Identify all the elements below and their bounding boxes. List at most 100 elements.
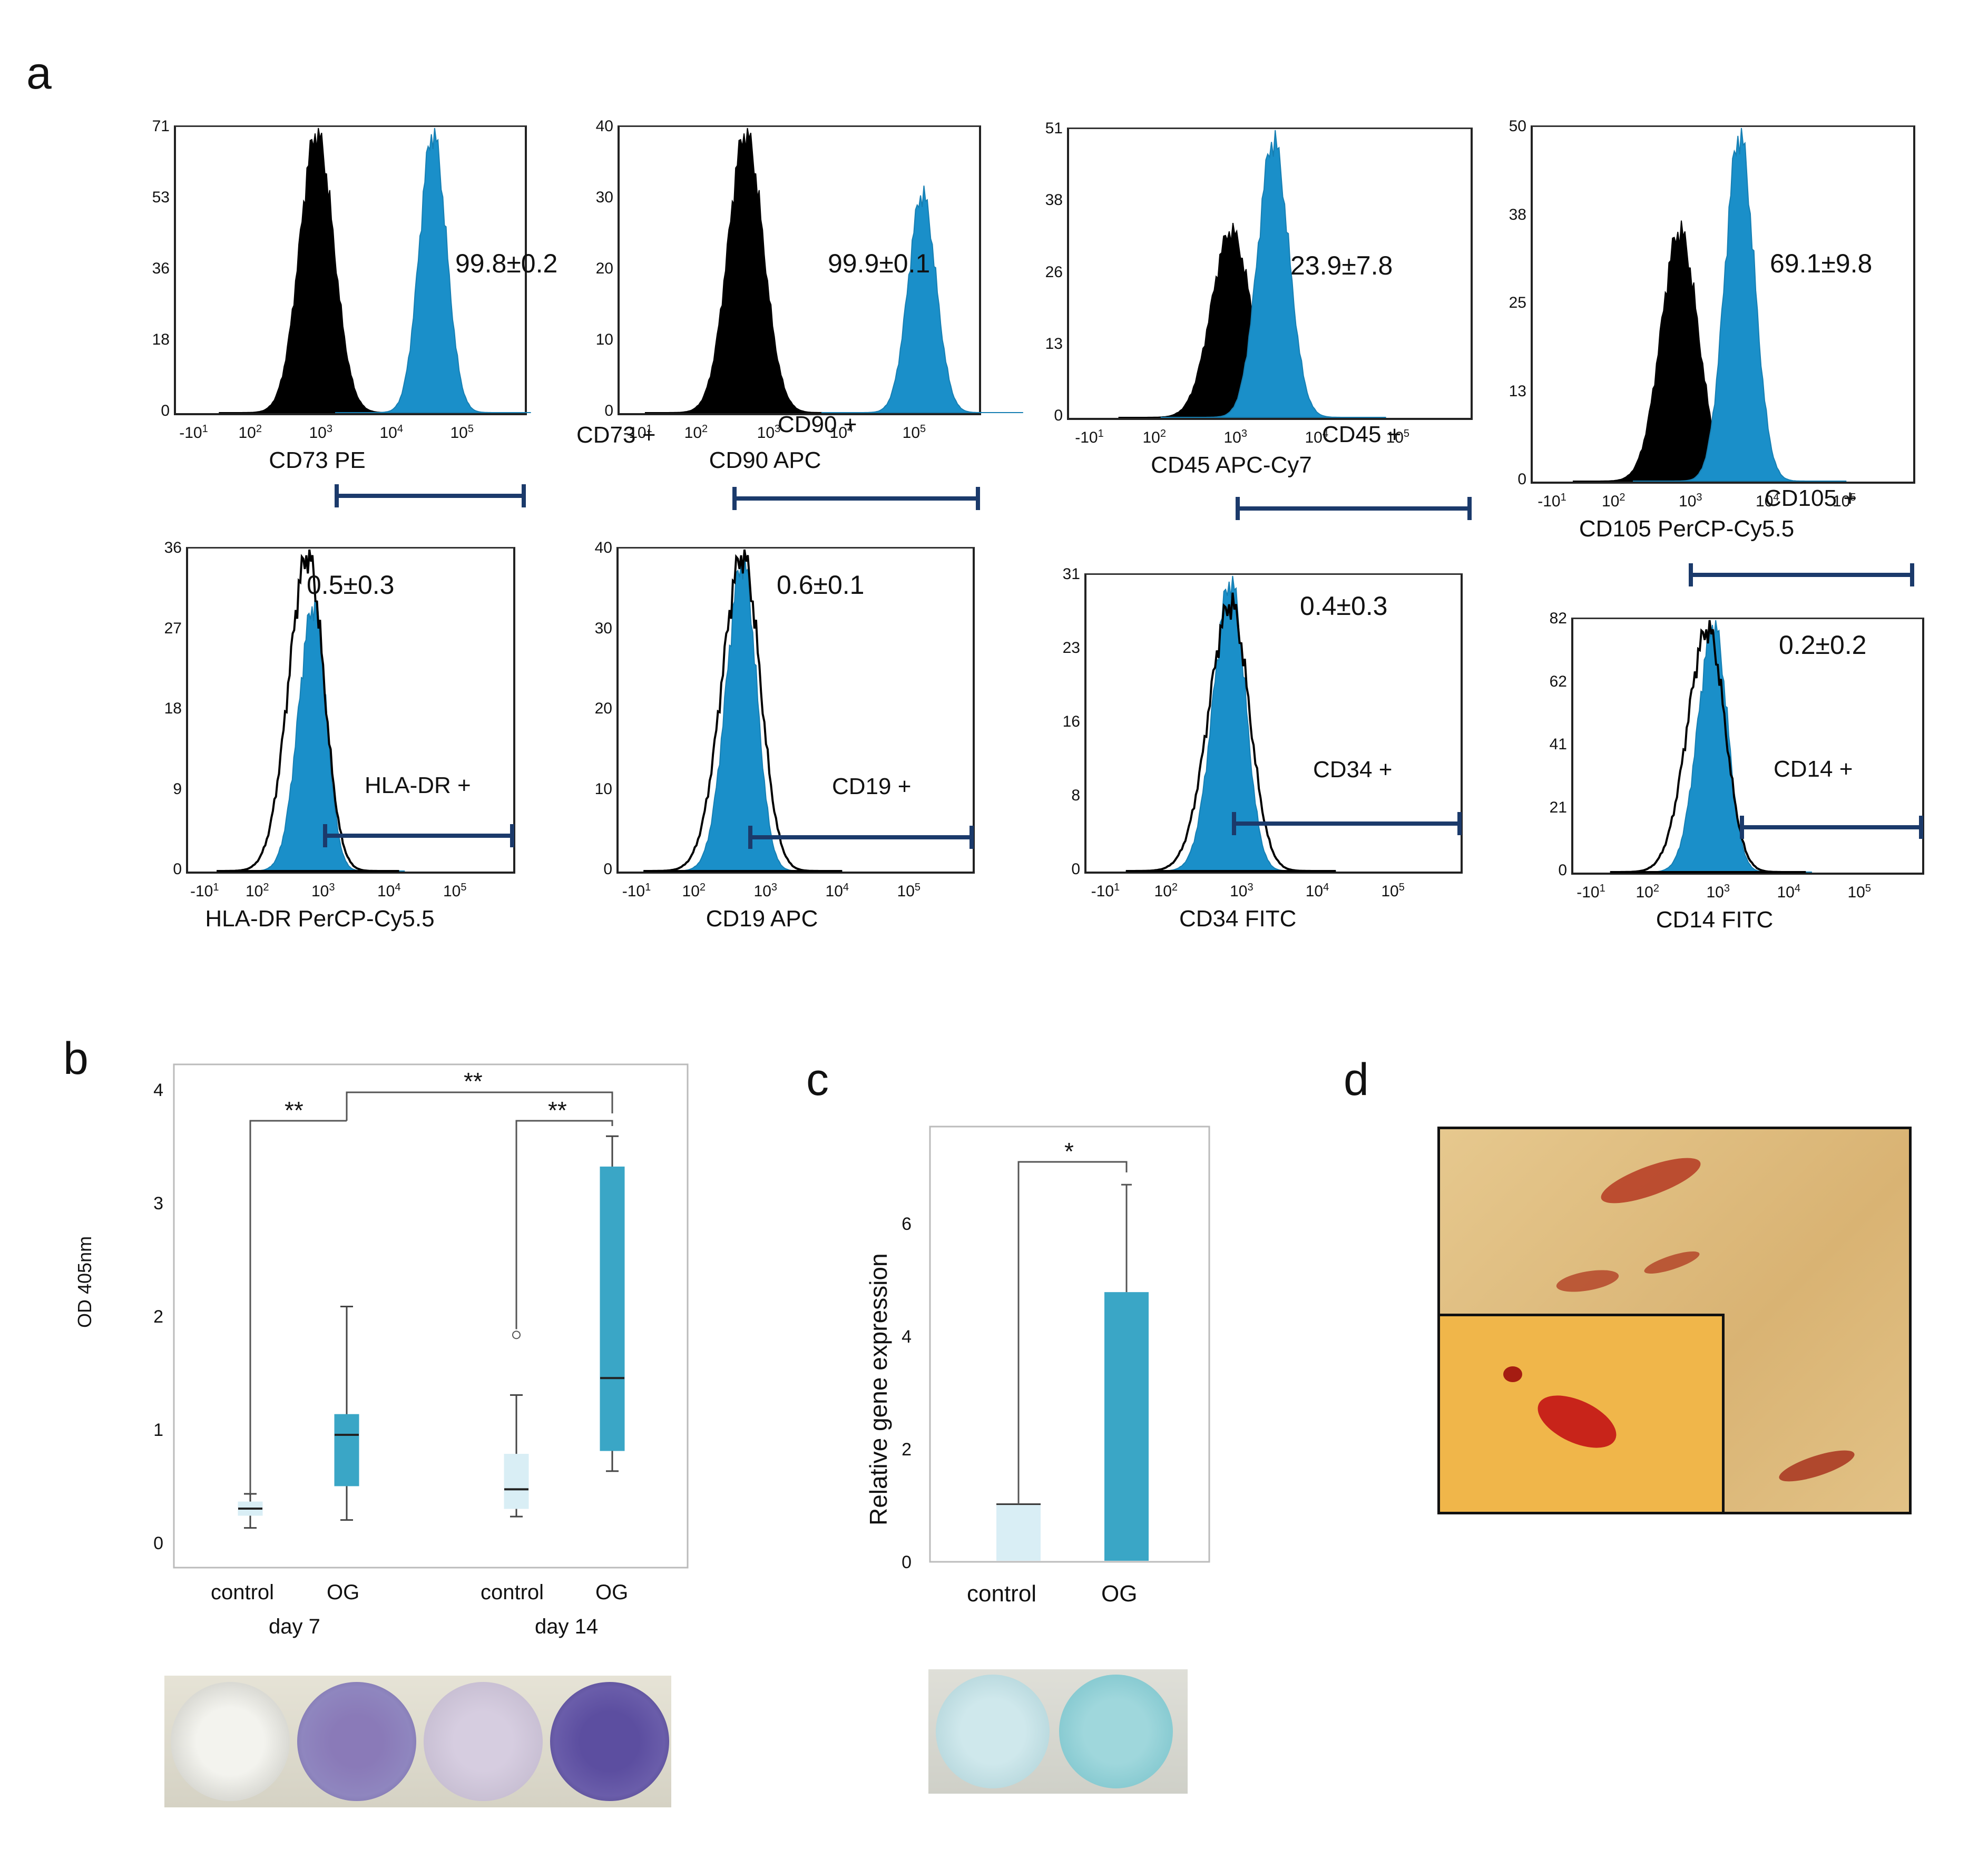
x-tick-exponent: 2	[256, 423, 262, 435]
gate-label: CD90 +	[778, 412, 857, 437]
well-og-d7	[297, 1682, 416, 1801]
x-tick-exponent: 1	[1114, 882, 1120, 893]
x-tick-base: 10	[1223, 429, 1241, 446]
series-isotype-control	[1125, 592, 1336, 872]
y-tick-label: 20	[595, 260, 613, 277]
percent-positive: 0.4±0.3	[1300, 591, 1388, 621]
gate-label: CD14 +	[1774, 756, 1853, 782]
box	[600, 1166, 625, 1451]
histogram-plot	[1610, 620, 1923, 873]
series-cd73	[335, 128, 531, 413]
gate-label: CD34 +	[1313, 757, 1393, 782]
sig-stars: **	[548, 1097, 567, 1124]
x-tick-base: 10	[1305, 883, 1324, 900]
x-tick-label: 103	[754, 882, 778, 901]
sig-bracket	[515, 1120, 613, 1329]
box-ytick: 3	[153, 1193, 163, 1214]
x-tick-exponent: 3	[1241, 428, 1247, 439]
y-tick-label: 30	[594, 619, 612, 637]
x-tick-label: 103	[1679, 492, 1702, 511]
x-tick-exponent: 4	[843, 882, 849, 893]
panel-letter-b: b	[63, 1033, 89, 1084]
x-tick-base: -10	[179, 424, 202, 442]
x-tick-base: -10	[1091, 883, 1114, 900]
y-tick-label: 51	[1045, 120, 1063, 137]
x-tick-exponent: 4	[1322, 428, 1328, 439]
x-axis-title: CD19 APC	[706, 906, 818, 932]
box-xlabel-control-d7: control	[211, 1581, 275, 1604]
red-nodule	[1503, 1366, 1522, 1382]
y-tick-label: 82	[1549, 610, 1567, 627]
bar-ytick: 6	[902, 1214, 912, 1234]
histogram-cd73: 99.8±0.2 CD73 +71 53 36 18 0 -101 102 103 104 105 C…	[152, 118, 655, 507]
box-ytick: 4	[153, 1080, 163, 1100]
box-ylabel: OD 405nm	[74, 1236, 95, 1328]
x-tick-label: 103	[311, 882, 335, 901]
histogram-cd45: 23.9±7.8 CD45 +51 38 26 13 0 -101 102 103 104 105 C…	[1045, 120, 1473, 520]
alizarin-well-photo	[928, 1669, 1188, 1794]
series-isotype-control	[644, 128, 847, 413]
x-tick-exponent: 3	[1696, 492, 1702, 503]
y-tick-label: 50	[1509, 118, 1526, 135]
x-tick-label: 102	[238, 423, 262, 442]
x-tick-exponent: 5	[461, 882, 467, 893]
x-tick-base: 10	[1305, 429, 1323, 446]
x-tick-label: 102	[684, 423, 708, 442]
series-isotype-control	[217, 549, 399, 872]
series-isotype-control	[643, 549, 843, 872]
x-tick-base: 10	[1230, 883, 1248, 900]
x-tick-label: 103	[309, 423, 332, 442]
percent-positive: 0.5±0.3	[307, 570, 395, 600]
series-isotype-control	[219, 128, 415, 413]
x-tick-base: 10	[1847, 884, 1865, 901]
histogram-plot	[644, 128, 1023, 510]
box-ytick: 1	[153, 1420, 163, 1440]
x-tick-exponent: 4	[1773, 492, 1779, 503]
x-tick-exponent: 2	[1653, 883, 1659, 894]
x-tick-label: 105	[1381, 882, 1405, 901]
y-tick-label: 0	[603, 860, 612, 878]
x-tick-exponent: 4	[395, 882, 401, 893]
y-tick-label: 9	[173, 780, 182, 798]
y-tick-label: 27	[164, 619, 182, 637]
x-tick-label: -101	[1075, 428, 1103, 447]
gate-label: CD19 +	[832, 774, 912, 799]
x-tick-base: 10	[1777, 884, 1795, 901]
x-tick-exponent: 4	[397, 423, 403, 435]
x-tick-exponent: 4	[1794, 883, 1800, 894]
x-tick-exponent: 3	[1247, 882, 1253, 893]
x-tick-exponent: 5	[914, 882, 921, 893]
x-tick-exponent: 3	[326, 423, 332, 435]
microscopy-image	[1437, 1127, 1912, 1514]
x-tick-base: 10	[450, 424, 468, 442]
histogram-cd14: 0.2±0.2 CD14 +82 62 41 21 0 -101 102 103 104 105 CD…	[1550, 610, 1924, 933]
y-tick-label: 0	[1071, 860, 1080, 878]
well-og-d14	[550, 1682, 669, 1801]
x-tick-exponent: 2	[699, 882, 706, 893]
box	[334, 1414, 359, 1486]
x-tick-label: 105	[1833, 492, 1856, 511]
x-axis-title: CD34 FITC	[1179, 906, 1297, 932]
x-tick-base: 10	[238, 424, 256, 442]
red-deposit	[1554, 1266, 1621, 1296]
x-tick-label: 105	[903, 423, 926, 442]
x-tick-label: 102	[1154, 882, 1178, 901]
bar	[1104, 1292, 1149, 1561]
x-tick-label: 104	[830, 423, 854, 442]
x-tick-exponent: 3	[1723, 883, 1730, 894]
x-tick-base: 10	[682, 883, 700, 900]
gate-label: CD105 +	[1765, 485, 1857, 511]
sig-bracket	[249, 1120, 347, 1494]
x-tick-base: 10	[829, 424, 848, 442]
box-xlabel-control-d14: control	[481, 1581, 544, 1604]
percent-positive: 99.8±0.2	[455, 249, 558, 278]
sig-bracket	[1017, 1161, 1128, 1504]
x-tick-exponent: 2	[1171, 882, 1178, 893]
box-xlabel-og-d7: OG	[327, 1581, 360, 1604]
y-tick-label: 71	[152, 118, 170, 135]
x-tick-exponent: 1	[1599, 883, 1605, 894]
red-nodule	[1530, 1384, 1624, 1459]
box	[238, 1501, 263, 1516]
x-tick-base: 10	[311, 883, 329, 900]
x-tick-label: -101	[179, 423, 208, 442]
